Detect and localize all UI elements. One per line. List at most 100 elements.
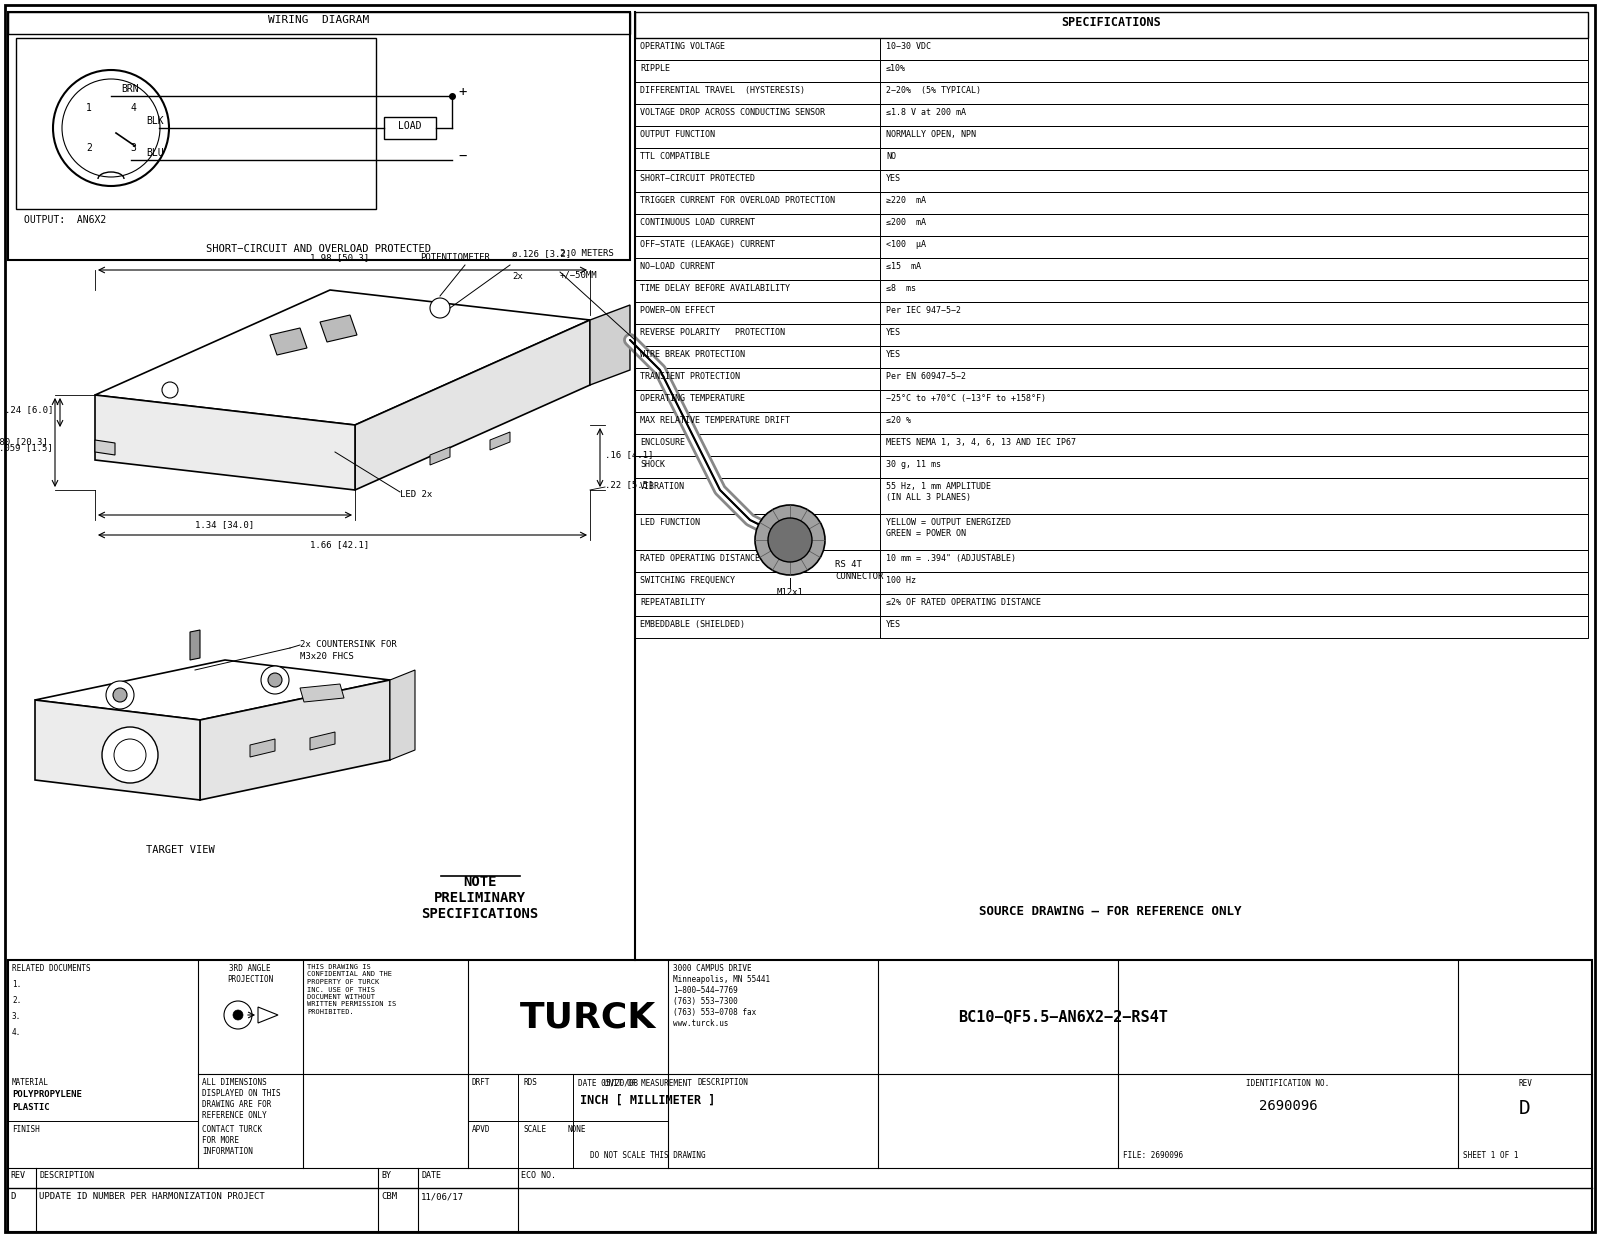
Text: THIS DRAWING IS
CONFIDENTIAL AND THE
PROPERTY OF TURCK
INC. USE OF THIS
DOCUMENT: THIS DRAWING IS CONFIDENTIAL AND THE PRO… <box>307 964 397 1016</box>
Text: VOLTAGE DROP ACROSS CONDUCTING SENSOR: VOLTAGE DROP ACROSS CONDUCTING SENSOR <box>640 108 826 118</box>
Text: REV: REV <box>1518 1079 1531 1089</box>
Polygon shape <box>301 684 344 703</box>
Circle shape <box>234 1009 243 1021</box>
Text: OUTPUT:  AN6X2: OUTPUT: AN6X2 <box>24 215 106 225</box>
Text: 10−30 VDC: 10−30 VDC <box>886 42 931 51</box>
Polygon shape <box>190 630 200 661</box>
Text: REVERSE POLARITY   PROTECTION: REVERSE POLARITY PROTECTION <box>640 328 786 336</box>
Bar <box>635 280 1587 302</box>
Text: M3x20 FHCS: M3x20 FHCS <box>301 652 354 661</box>
Text: SPECIFICATIONS: SPECIFICATIONS <box>1061 16 1162 28</box>
Bar <box>635 616 1587 638</box>
Text: NOTE: NOTE <box>464 875 496 889</box>
Text: 1.34 [34.0]: 1.34 [34.0] <box>195 520 254 529</box>
Text: DATE 05/20/08: DATE 05/20/08 <box>578 1077 638 1087</box>
Text: MEETS NEMA 1, 3, 4, 6, 13 AND IEC IP67: MEETS NEMA 1, 3, 4, 6, 13 AND IEC IP67 <box>886 438 1075 447</box>
Polygon shape <box>35 700 200 800</box>
Text: SPECIFICATIONS: SPECIFICATIONS <box>421 907 539 922</box>
Text: BY: BY <box>381 1171 390 1180</box>
Text: REV: REV <box>10 1171 26 1180</box>
Text: OPERATING VOLTAGE: OPERATING VOLTAGE <box>640 42 725 51</box>
Text: MAX RELATIVE TEMPERATURE DRIFT: MAX RELATIVE TEMPERATURE DRIFT <box>640 416 790 426</box>
Circle shape <box>102 727 158 783</box>
Text: YES: YES <box>886 620 901 628</box>
Text: UNIT OF MEASUREMENT: UNIT OF MEASUREMENT <box>605 1079 691 1089</box>
Text: DESCRIPTION: DESCRIPTION <box>38 1171 94 1180</box>
Circle shape <box>162 382 178 398</box>
Text: FILE: 2690096: FILE: 2690096 <box>1123 1150 1182 1160</box>
Text: BRN: BRN <box>122 84 139 94</box>
Bar <box>635 38 1587 61</box>
Text: 2: 2 <box>86 143 91 153</box>
Text: PRELIMINARY: PRELIMINARY <box>434 891 526 905</box>
Bar <box>635 346 1587 367</box>
Text: YES: YES <box>886 350 901 359</box>
Polygon shape <box>310 732 334 750</box>
Circle shape <box>114 688 126 703</box>
Polygon shape <box>258 1007 278 1023</box>
Bar <box>635 434 1587 456</box>
Text: CBM: CBM <box>381 1192 397 1201</box>
Text: 2x COUNTERSINK FOR: 2x COUNTERSINK FOR <box>301 640 397 649</box>
Polygon shape <box>490 432 510 450</box>
Text: CONTACT TURCK
FOR MORE
INFORMATION: CONTACT TURCK FOR MORE INFORMATION <box>202 1124 262 1157</box>
Bar <box>635 412 1587 434</box>
Text: TARGET VIEW: TARGET VIEW <box>146 845 214 855</box>
Bar <box>635 148 1587 169</box>
Text: 3RD ANGLE: 3RD ANGLE <box>229 964 270 974</box>
Text: RS 4T: RS 4T <box>835 560 862 569</box>
Text: IDENTIFICATION NO.: IDENTIFICATION NO. <box>1246 1079 1330 1089</box>
Text: Per EN 60947−5−2: Per EN 60947−5−2 <box>886 372 966 381</box>
Text: CONNECTOR: CONNECTOR <box>835 571 883 581</box>
Polygon shape <box>430 447 450 465</box>
Text: Per IEC 947−5−2: Per IEC 947−5−2 <box>886 306 962 315</box>
Circle shape <box>768 518 813 562</box>
Text: D: D <box>1518 1098 1531 1118</box>
Text: TRIGGER CURRENT FOR OVERLOAD PROTECTION: TRIGGER CURRENT FOR OVERLOAD PROTECTION <box>640 195 835 205</box>
Text: DRFT: DRFT <box>472 1077 491 1087</box>
Text: SCALE: SCALE <box>523 1124 546 1134</box>
Text: WIRE BREAK PROTECTION: WIRE BREAK PROTECTION <box>640 350 746 359</box>
Text: SHEET 1 OF 1: SHEET 1 OF 1 <box>1462 1150 1518 1160</box>
Text: LOAD: LOAD <box>398 121 422 131</box>
Text: 3: 3 <box>130 143 136 153</box>
Text: .16 [4.1]: .16 [4.1] <box>605 450 653 459</box>
Text: UPDATE ID NUMBER PER HARMONIZATION PROJECT: UPDATE ID NUMBER PER HARMONIZATION PROJE… <box>38 1192 264 1201</box>
Bar <box>635 367 1587 390</box>
Polygon shape <box>320 315 357 341</box>
Text: 2.0 METERS: 2.0 METERS <box>560 249 614 259</box>
Text: BLK: BLK <box>146 116 163 126</box>
Text: 1.: 1. <box>13 980 21 990</box>
Text: EMBEDDABLE (SHIELDED): EMBEDDABLE (SHIELDED) <box>640 620 746 628</box>
Text: SHOCK: SHOCK <box>640 460 666 469</box>
Bar <box>635 259 1587 280</box>
Text: PROJECTION: PROJECTION <box>227 975 274 983</box>
Text: D: D <box>10 1192 16 1201</box>
Text: RATED OPERATING DISTANCE(Sn): RATED OPERATING DISTANCE(Sn) <box>640 554 781 563</box>
Text: RELATED DOCUMENTS: RELATED DOCUMENTS <box>13 964 91 974</box>
Text: TRANSIENT PROTECTION: TRANSIENT PROTECTION <box>640 372 739 381</box>
Text: MATERIAL: MATERIAL <box>13 1077 50 1087</box>
Text: 10 mm = .394" (ADJUSTABLE): 10 mm = .394" (ADJUSTABLE) <box>886 554 1016 563</box>
Text: OPERATING TEMPERATURE: OPERATING TEMPERATURE <box>640 395 746 403</box>
Polygon shape <box>270 328 307 355</box>
Text: FINISH: FINISH <box>13 1124 40 1134</box>
Circle shape <box>755 505 826 575</box>
Text: 55 Hz, 1 mm AMPLITUDE
(IN ALL 3 PLANES): 55 Hz, 1 mm AMPLITUDE (IN ALL 3 PLANES) <box>886 482 990 502</box>
Polygon shape <box>355 320 590 490</box>
Bar <box>635 390 1587 412</box>
Text: BLU: BLU <box>146 148 163 158</box>
Polygon shape <box>590 306 630 385</box>
Text: TURCK: TURCK <box>520 999 656 1034</box>
Text: M12x1: M12x1 <box>776 588 803 597</box>
Bar <box>635 104 1587 126</box>
Bar <box>635 550 1587 571</box>
Polygon shape <box>94 440 115 455</box>
Text: 4: 4 <box>130 103 136 113</box>
Polygon shape <box>94 395 355 490</box>
Text: POWER−ON EFFECT: POWER−ON EFFECT <box>640 306 715 315</box>
Text: PLASTIC: PLASTIC <box>13 1103 50 1112</box>
Text: −: − <box>458 148 466 163</box>
Text: BC10−QF5.5−AN6X2−2−RS4T: BC10−QF5.5−AN6X2−2−RS4T <box>958 1009 1168 1024</box>
Text: ENCLOSURE: ENCLOSURE <box>640 438 685 447</box>
